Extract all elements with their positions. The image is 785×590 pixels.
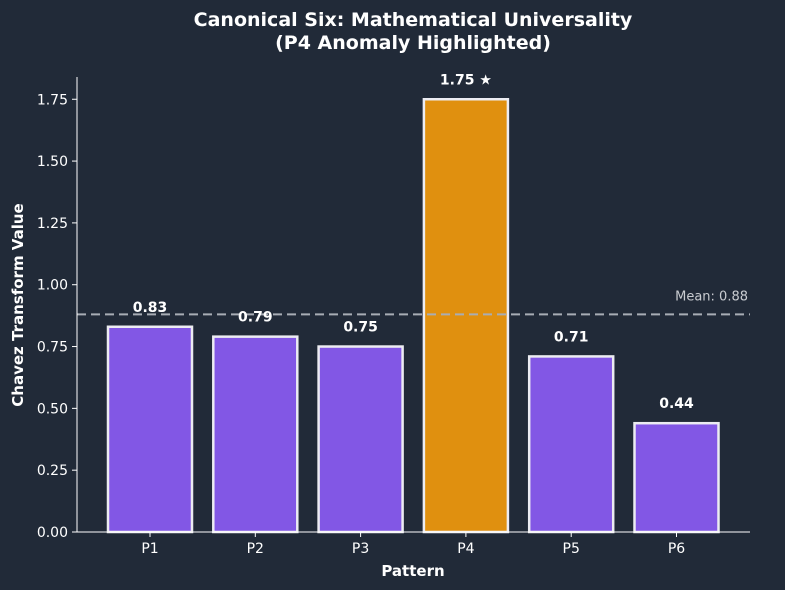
y-tick-label: 0.25 [37, 463, 68, 479]
y-tick-label: 1.00 [37, 278, 68, 294]
y-axis-label: Chavez Transform Value [9, 203, 27, 406]
x-tick-label-p6: P6 [668, 541, 685, 557]
plot-area: Mean: 0.88 0.83 0.79 0.75 1.75 ★ 0.71 0.44 0.00… [37, 72, 750, 557]
bar-p3 [317, 345, 404, 534]
data-label-p4: 1.75 ★ [440, 72, 492, 88]
data-label-p1: 0.83 [133, 300, 168, 316]
mean-label: Mean: 0.88 [675, 289, 748, 304]
bar-p6 [633, 421, 720, 534]
chart-subtitle: (P4 Anomaly Highlighted) [275, 32, 551, 54]
x-tick-label-p2: P2 [247, 541, 264, 557]
data-label-p6: 0.44 [659, 396, 694, 412]
x-tick-label-p1: P1 [141, 541, 158, 557]
y-tick-label: 0.75 [37, 340, 68, 356]
data-label-p3: 0.75 [343, 320, 378, 336]
data-label-p5: 0.71 [554, 329, 589, 345]
chart-title: Canonical Six: Mathematical Universality [194, 9, 633, 31]
y-tick-label: 0.50 [37, 401, 68, 417]
y-tick-label: 1.50 [37, 154, 68, 170]
bar-p2 [212, 335, 299, 534]
x-tick-label-p4: P4 [457, 541, 474, 557]
x-tick-label-p5: P5 [563, 541, 580, 557]
data-label-p2: 0.79 [238, 310, 273, 326]
x-axis-label: Pattern [381, 562, 444, 580]
bar-p5 [527, 355, 615, 534]
y-tick-label: 1.75 [37, 92, 68, 108]
x-tick-label-p3: P3 [352, 541, 369, 557]
y-tick-label: 1.25 [37, 216, 68, 232]
bar-p1 [106, 325, 194, 534]
bar-p4 [422, 98, 510, 534]
y-tick-label: 0.00 [37, 525, 68, 541]
